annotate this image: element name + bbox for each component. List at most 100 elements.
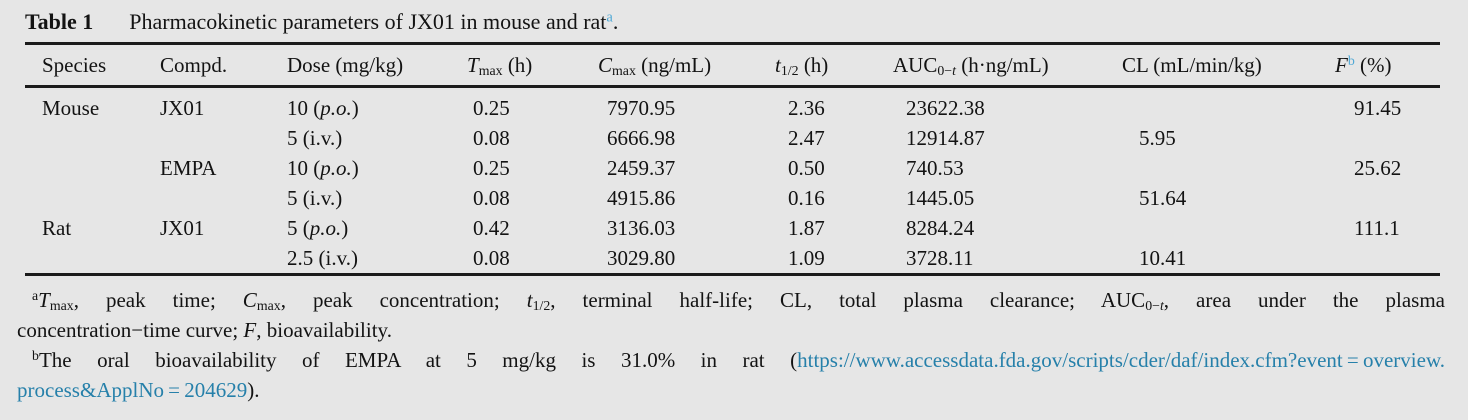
text-span: JX01	[160, 215, 205, 240]
footnote-a: aTmax, peak time; Cmax, peak concentrati…	[17, 285, 1445, 345]
cell-compound	[160, 243, 287, 275]
text-span: )	[341, 215, 349, 240]
cell-dose: 5 (i.v.)	[287, 183, 467, 213]
cell-cl: 51.64	[1122, 183, 1335, 213]
text-span: 5 (i.v.)	[287, 125, 343, 150]
cell-cmax: 6666.98	[598, 123, 775, 153]
caption-text: Pharmacokinetic parameters of JX01 in mo…	[129, 9, 618, 34]
text-span: (h)	[502, 52, 533, 77]
text-span: F	[1335, 52, 1348, 77]
text-span: 3029.80	[607, 245, 676, 270]
text-span: concentration−time curve;	[17, 318, 244, 342]
text-span: 0.08	[473, 245, 510, 270]
cell-compound: EMPA	[160, 153, 287, 183]
table-row: EMPA 10 (p.o.) 0.25 2459.37 0.50 740.53 25.62	[25, 153, 1440, 183]
text-span: 3728.11	[906, 245, 974, 270]
text-span: 1/2	[532, 298, 551, 314]
cell-species: Rat	[25, 213, 160, 243]
text-span: 0.42	[473, 215, 510, 240]
text-span: 5.95	[1139, 125, 1176, 150]
cell-species	[25, 123, 160, 153]
text-span: p.o.	[320, 95, 352, 120]
text-span: Pharmacokinetic parameters of JX01 in mo…	[129, 9, 607, 34]
text-span: T	[467, 52, 479, 77]
cell-cmax: 4915.86	[598, 183, 775, 213]
text-span: 1445.05	[906, 185, 975, 210]
text-span: 7970.95	[607, 95, 676, 120]
cell-dose: 2.5 (i.v.)	[287, 243, 467, 275]
fda-url-link[interactable]: https://www.accessdata.fda.gov/scripts/c…	[797, 348, 1445, 372]
col-header-thalf: t1/2 (h)	[775, 43, 893, 88]
fda-url-link[interactable]: process&ApplNo = 204629	[17, 378, 248, 402]
text-span: 1.09	[788, 245, 825, 270]
cell-auc: 740.53	[893, 153, 1122, 183]
text-span: 5 (	[287, 215, 310, 240]
text-span: .	[612, 9, 619, 34]
footnote-line: process&ApplNo = 204629).	[17, 375, 1445, 405]
text-span: 10 (	[287, 95, 321, 120]
text-span: 51.64	[1139, 185, 1187, 210]
text-span: Dose (mg/kg)	[287, 52, 404, 77]
cell-f: 91.45	[1335, 87, 1440, 124]
cell-compound: JX01	[160, 213, 287, 243]
footnote-line: bThe oral bioavailability of EMPA at 5 m…	[17, 345, 1445, 375]
text-span: 2.36	[788, 95, 825, 120]
text-span: Compd.	[160, 52, 228, 77]
cell-dose: 10 (p.o.)	[287, 87, 467, 124]
text-span: t	[952, 62, 956, 78]
table-label: Table 1	[25, 9, 94, 34]
text-span: 0.08	[473, 185, 510, 210]
col-header-auc: AUC0−t (h·ng/mL)	[893, 43, 1122, 88]
cell-f	[1335, 183, 1440, 213]
cell-thalf: 1.87	[775, 213, 893, 243]
text-span: max	[256, 298, 281, 314]
col-header-compound: Compd.	[160, 43, 287, 88]
cell-tmax: 0.08	[467, 183, 598, 213]
text-span: (h)	[798, 52, 829, 77]
text-span: max	[478, 62, 503, 78]
text-span: b	[32, 347, 39, 363]
cell-compound	[160, 183, 287, 213]
text-span: p.o.	[309, 215, 342, 240]
text-span: 12914.87	[906, 125, 985, 150]
cell-f: 25.62	[1335, 153, 1440, 183]
table-row: Mouse JX01 10 (p.o.) 0.25 7970.95 2.36 23622.3…	[25, 87, 1440, 124]
text-span: JX01	[160, 95, 205, 120]
text-span: max	[49, 298, 74, 314]
text-span: )	[351, 95, 359, 120]
text-span: ).	[247, 378, 260, 402]
text-span: 25.62	[1354, 155, 1402, 180]
cell-auc: 23622.38	[893, 87, 1122, 124]
cell-thalf: 0.50	[775, 153, 893, 183]
cell-f: 111.1	[1335, 213, 1440, 243]
cell-cmax: 2459.37	[598, 153, 775, 183]
cell-dose: 5 (i.v.)	[287, 123, 467, 153]
text-span: 5 (i.v.)	[287, 185, 343, 210]
cell-thalf: 2.47	[775, 123, 893, 153]
text-span: 2.5 (i.v.)	[287, 245, 358, 270]
cell-species	[25, 153, 160, 183]
cell-tmax: 0.42	[467, 213, 598, 243]
col-header-f: Fb (%)	[1335, 43, 1440, 88]
cell-species: Mouse	[25, 87, 160, 124]
text-span: 0.25	[473, 95, 510, 120]
text-span: p.o.	[320, 155, 352, 180]
text-span: , bioavailability.	[256, 318, 392, 342]
text-span: 0.25	[473, 155, 510, 180]
col-header-tmax: Tmax (h)	[467, 43, 598, 88]
cell-auc: 3728.11	[893, 243, 1122, 275]
text-span: 0.50	[788, 155, 825, 180]
table-row: Rat JX01 5 (p.o.) 0.42 3136.03 1.87 8284.24 111…	[25, 213, 1440, 243]
cell-species	[25, 183, 160, 213]
text-span: )	[351, 155, 359, 180]
text-span: AUC	[893, 52, 938, 77]
paper-table-figure: Table 1 Pharmacokinetic parameters of JX0…	[0, 9, 1468, 405]
text-span: (h·ng/mL)	[955, 52, 1049, 77]
text-span: max	[612, 62, 636, 78]
cell-thalf: 2.36	[775, 87, 893, 124]
text-span: , terminal half-life; CL, total plasma c…	[550, 288, 1146, 312]
cell-cmax: 3136.03	[598, 213, 775, 243]
text-span: 91.45	[1354, 95, 1402, 120]
cell-compound: JX01	[160, 87, 287, 124]
text-span: 10 (	[287, 155, 321, 180]
